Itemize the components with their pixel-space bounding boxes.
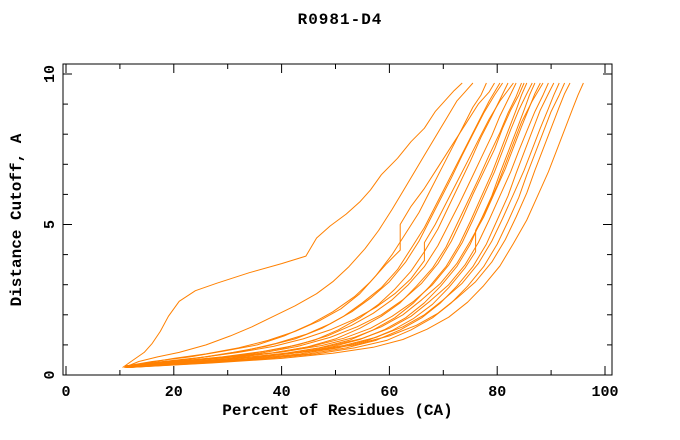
x-axis-label: Percent of Residues (CA) xyxy=(222,402,453,420)
plot-frame xyxy=(62,63,613,376)
y-tick-label: 10 xyxy=(42,65,59,83)
y-tick-label: 0 xyxy=(42,370,59,379)
model-curve xyxy=(127,82,566,368)
x-tick-label: 80 xyxy=(488,384,506,401)
model-curve xyxy=(125,82,525,368)
x-tick-label: 100 xyxy=(591,384,618,401)
model-curve xyxy=(125,82,533,367)
model-curve xyxy=(126,82,522,368)
y-tick-label: 5 xyxy=(42,220,59,229)
model-curve xyxy=(125,82,487,368)
model-curve xyxy=(126,82,501,368)
model-curve xyxy=(122,82,463,368)
model-curve xyxy=(125,82,495,367)
x-tick-label: 0 xyxy=(61,384,70,401)
y-axis-label: Distance Cutoff, A xyxy=(8,133,26,307)
model-curve xyxy=(125,82,541,367)
model-curve xyxy=(127,82,584,368)
model-curve xyxy=(126,82,555,368)
model-curve xyxy=(125,82,560,367)
model-curve xyxy=(125,82,549,368)
chart-title: R0981-D4 xyxy=(297,11,383,29)
x-tick-label: 20 xyxy=(165,384,183,401)
model-curve xyxy=(127,82,509,368)
model-curve xyxy=(125,82,504,367)
model-curve xyxy=(125,82,514,368)
x-tick-label: 60 xyxy=(380,384,398,401)
x-tick-label: 40 xyxy=(273,384,291,401)
model-curve xyxy=(124,82,474,368)
model-curve xyxy=(125,82,571,367)
model-curve xyxy=(125,82,517,367)
model-curve xyxy=(127,82,544,368)
